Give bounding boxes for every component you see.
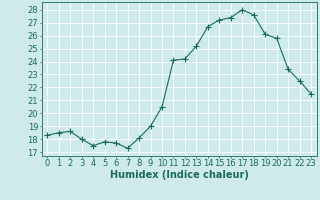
X-axis label: Humidex (Indice chaleur): Humidex (Indice chaleur) — [110, 170, 249, 180]
